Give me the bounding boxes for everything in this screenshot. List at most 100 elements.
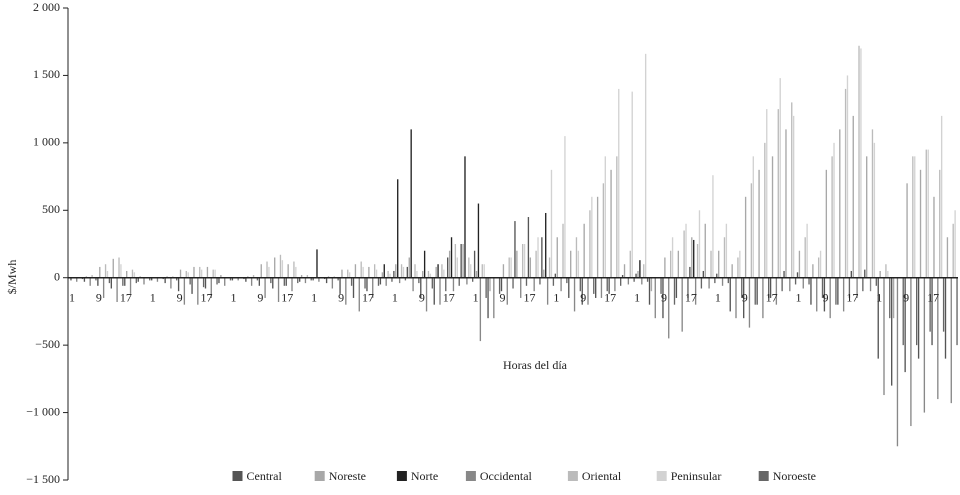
bar bbox=[889, 278, 890, 318]
y-tick-label: −1 500 bbox=[26, 472, 60, 486]
x-tick-label: 17 bbox=[120, 290, 132, 304]
bar bbox=[455, 244, 456, 278]
bar bbox=[526, 278, 527, 286]
bar bbox=[316, 249, 317, 277]
x-tick-label: 1 bbox=[796, 290, 802, 304]
x-tick-label: 9 bbox=[580, 290, 586, 304]
bar bbox=[689, 267, 690, 278]
bar bbox=[537, 237, 538, 277]
x-tick-label: 9 bbox=[257, 290, 263, 304]
bar bbox=[570, 251, 571, 278]
bar bbox=[751, 183, 752, 277]
bar bbox=[399, 278, 400, 283]
bar bbox=[522, 244, 523, 278]
bar bbox=[416, 271, 417, 278]
bar bbox=[553, 278, 554, 286]
bar bbox=[434, 278, 435, 305]
x-tick-label: 9 bbox=[661, 290, 667, 304]
bar bbox=[551, 170, 552, 278]
bar bbox=[266, 262, 267, 278]
bar bbox=[474, 251, 475, 278]
bar bbox=[428, 271, 429, 278]
legend-swatch bbox=[759, 471, 769, 481]
bar bbox=[731, 264, 732, 277]
x-tick-label: 17 bbox=[846, 290, 858, 304]
legend-swatch bbox=[397, 471, 407, 481]
bar bbox=[509, 257, 510, 277]
bar bbox=[947, 237, 948, 277]
bar bbox=[933, 197, 934, 278]
bar bbox=[113, 259, 114, 278]
bar bbox=[897, 278, 898, 447]
bar bbox=[205, 278, 206, 289]
bar bbox=[953, 224, 954, 278]
bar bbox=[826, 170, 827, 278]
bar bbox=[124, 278, 125, 286]
bar bbox=[282, 260, 283, 278]
bar bbox=[605, 156, 606, 277]
bar bbox=[270, 278, 271, 283]
bar bbox=[668, 278, 669, 339]
bar bbox=[545, 213, 546, 278]
bar bbox=[643, 264, 644, 277]
bar bbox=[326, 278, 327, 283]
bar bbox=[207, 267, 208, 278]
bar bbox=[414, 264, 415, 277]
bar bbox=[547, 278, 548, 305]
x-tick-label: 17 bbox=[685, 290, 697, 304]
bar bbox=[188, 272, 189, 277]
bar bbox=[361, 262, 362, 278]
bar bbox=[164, 278, 165, 283]
x-tick-label: 17 bbox=[201, 290, 213, 304]
bar bbox=[597, 197, 598, 278]
bar bbox=[180, 270, 181, 278]
bar bbox=[718, 251, 719, 278]
bar bbox=[424, 251, 425, 278]
bar bbox=[126, 271, 127, 278]
bar bbox=[432, 278, 433, 289]
bar bbox=[409, 257, 410, 277]
bar bbox=[143, 278, 144, 285]
bar bbox=[122, 278, 123, 286]
bar bbox=[284, 278, 285, 286]
bar bbox=[530, 257, 531, 277]
bar bbox=[708, 278, 709, 289]
legend-label: Noreste bbox=[329, 469, 366, 483]
bar bbox=[341, 270, 342, 278]
x-tick-label: 17 bbox=[362, 290, 374, 304]
bar bbox=[464, 156, 465, 277]
legend-label: Oriental bbox=[582, 469, 622, 483]
bar bbox=[728, 278, 729, 283]
bar bbox=[189, 278, 190, 285]
bar bbox=[380, 278, 381, 285]
bar bbox=[426, 278, 427, 312]
bar bbox=[616, 156, 617, 277]
bar bbox=[251, 278, 252, 286]
bar bbox=[845, 89, 846, 278]
bar bbox=[851, 271, 852, 278]
bar bbox=[484, 264, 485, 277]
bar bbox=[407, 267, 408, 278]
x-tick-label: 1 bbox=[311, 290, 317, 304]
bar bbox=[926, 150, 927, 278]
x-tick-label: 17 bbox=[443, 290, 455, 304]
bar bbox=[378, 278, 379, 286]
bar bbox=[672, 237, 673, 277]
bar bbox=[97, 278, 98, 286]
bar bbox=[730, 278, 731, 312]
bar bbox=[437, 264, 438, 277]
bar bbox=[593, 278, 594, 294]
bar bbox=[783, 271, 784, 278]
legend-swatch bbox=[315, 471, 325, 481]
bar bbox=[628, 278, 629, 285]
bar bbox=[685, 224, 686, 278]
bar bbox=[134, 272, 135, 277]
bar bbox=[580, 278, 581, 291]
bar bbox=[939, 170, 940, 278]
bar bbox=[470, 264, 471, 277]
bar bbox=[132, 270, 133, 278]
bar bbox=[345, 278, 346, 305]
bar bbox=[359, 278, 360, 312]
bar bbox=[722, 278, 723, 286]
